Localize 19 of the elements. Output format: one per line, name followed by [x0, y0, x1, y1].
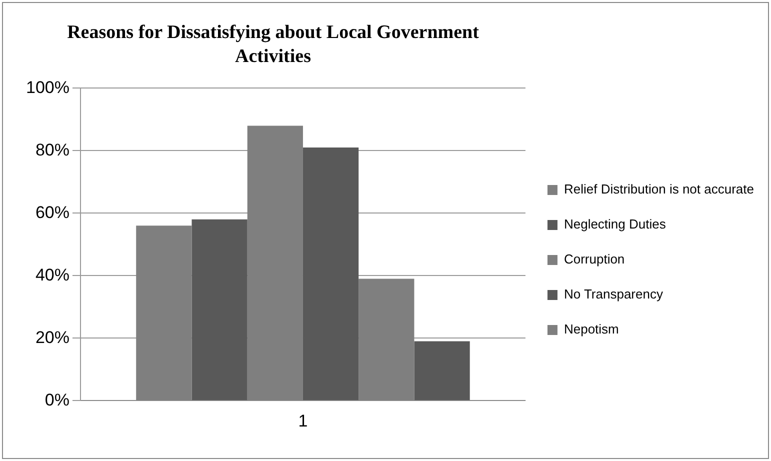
legend-label: Neglecting Duties [564, 216, 666, 232]
y-tick-label: 20% [35, 328, 70, 347]
bar [136, 226, 192, 400]
y-tick-label: 60% [35, 202, 70, 222]
y-tick-label: 80% [35, 140, 70, 160]
x-tick-label: 1 [298, 411, 308, 430]
bar [192, 219, 248, 400]
y-tick-label: 0% [44, 390, 70, 410]
bar [302, 148, 359, 400]
y-tick-label: 100% [26, 78, 70, 97]
y-tick-label: 40% [35, 265, 70, 284]
bar [414, 341, 470, 400]
legend-label: Relief Distribution is not accurate [564, 182, 754, 197]
bar [247, 126, 303, 400]
chart-title: Reasons for Dissatisfying about Local Government Activities [66, 21, 480, 69]
bar [358, 278, 414, 400]
legend-label: No Transparency [564, 286, 664, 302]
legend-label: Corruption [564, 252, 625, 267]
legend-label: Nepotism [564, 322, 619, 337]
